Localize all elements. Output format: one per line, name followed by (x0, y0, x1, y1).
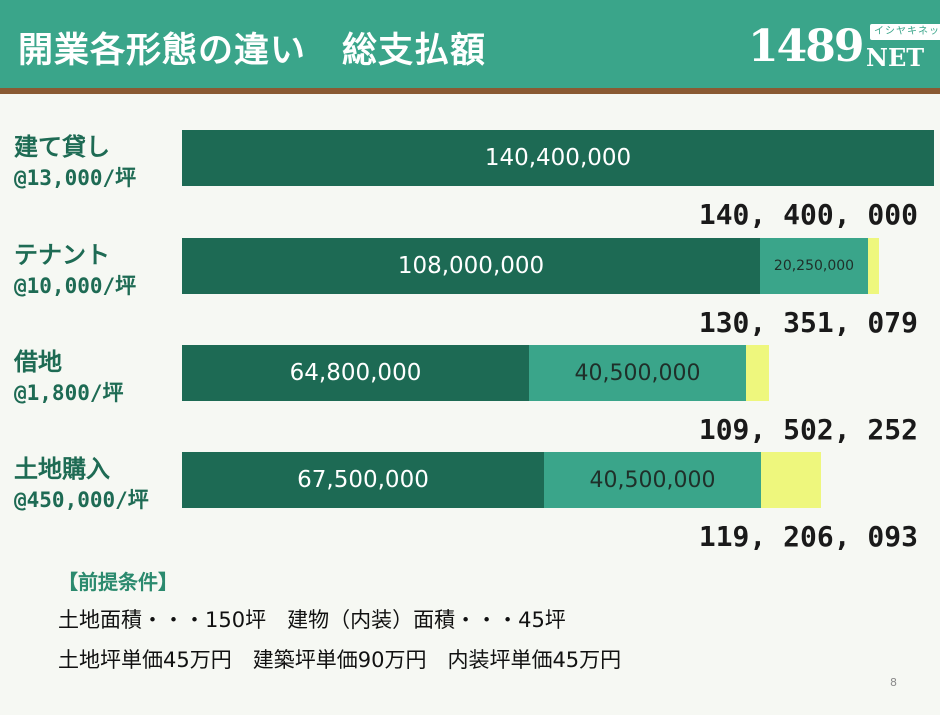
interior-cost-bar: 40,500,000 (544, 452, 761, 508)
premises-line-2: 土地坪単価45万円 建築坪単価90万円 内装坪単価45万円 (58, 648, 622, 672)
other-cost-bar (746, 345, 769, 401)
interior-cost-bar: 40,500,000 (529, 345, 746, 401)
brand-logo: 1489 イシヤキネット NET (748, 18, 940, 78)
construction-cost-bar: 108,000,000 (182, 238, 760, 294)
other-cost-bar (761, 452, 821, 508)
construction-cost-bar: 67,500,000 (182, 452, 544, 508)
category-label: テナント (14, 241, 110, 269)
total-value-label: 130, 351, 079 (698, 306, 918, 339)
bar-value-label: 67,500,000 (297, 467, 429, 493)
logo-number: 1489 (748, 21, 864, 72)
header-divider (0, 88, 940, 94)
slide-title: 開業各形態の違い 総支払額 (18, 31, 487, 71)
bar-value-label: 140,400,000 (484, 145, 632, 171)
interior-cost-bar: 20,250,000 (760, 238, 868, 294)
total-value-label: 140, 400, 000 (698, 198, 918, 231)
bar-value-label: 108,000,000 (397, 253, 545, 279)
premises-line-1: 土地面積・・・150坪 建物（内装）面積・・・45坪 (58, 608, 566, 632)
category-label: 建て貸し (14, 133, 110, 161)
bar-value-label: 20,250,000 (773, 258, 855, 274)
logo-suffix: NET (866, 43, 925, 72)
total-value-label: 119, 206, 093 (698, 520, 918, 553)
category-rate: @450,000/坪 (14, 488, 149, 512)
construction-cost-bar: 64,800,000 (182, 345, 529, 401)
category-label: 借地 (14, 348, 62, 376)
page-number: 8 (890, 676, 897, 689)
category-label: 土地購入 (14, 455, 110, 483)
logo-kana: イシヤキネット (870, 24, 940, 40)
other-cost-bar (868, 238, 879, 294)
total-value-label: 109, 502, 252 (698, 413, 918, 446)
category-rate: @1,800/坪 (14, 381, 124, 405)
construction-cost-bar: 140,400,000 (182, 130, 934, 186)
bar-value-label: 40,500,000 (574, 360, 701, 386)
header-bar: 開業各形態の違い 総支払額 1489 イシヤキネット NET (0, 0, 940, 88)
bar-value-label: 40,500,000 (589, 467, 716, 493)
bar-value-label: 64,800,000 (289, 360, 422, 386)
category-rate: @10,000/坪 (14, 274, 137, 298)
premises-title: 【前提条件】 (58, 570, 178, 594)
category-rate: @13,000/坪 (14, 166, 137, 190)
